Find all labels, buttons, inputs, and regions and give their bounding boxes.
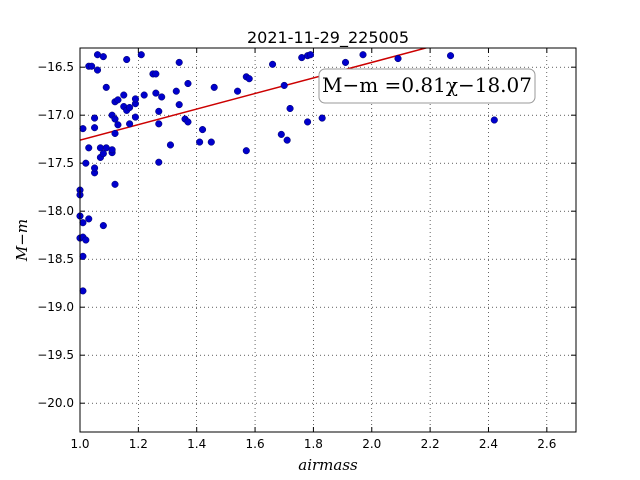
y-tick-label: −19.0 — [37, 300, 74, 314]
y-tick-label: −20.0 — [37, 396, 74, 410]
plot-frame — [79, 47, 577, 433]
data-point — [126, 120, 134, 128]
data-point — [91, 164, 99, 172]
data-point — [155, 158, 163, 166]
data-point — [184, 79, 192, 88]
data-point — [245, 75, 253, 83]
data-point — [114, 96, 122, 104]
data-point — [280, 81, 288, 89]
data-point — [318, 114, 326, 122]
data-point — [131, 113, 139, 121]
data-point — [158, 93, 166, 101]
data-point — [304, 118, 312, 126]
x-tick-label: 2.2 — [421, 437, 440, 451]
plot-background — [80, 48, 576, 432]
data-point — [446, 52, 455, 60]
x-tick-labels: 1.0 1.2 1.4 1.6 1.8 2.0 2.2 2.4 2.6 — [70, 437, 556, 451]
data-point — [394, 55, 402, 63]
chart-title: 2021-11-29_225005 — [247, 28, 409, 48]
data-point — [85, 215, 93, 223]
x-tick-label: 1.8 — [304, 437, 323, 451]
data-point — [120, 91, 128, 99]
data-point — [102, 83, 110, 91]
x-axis-label: airmass — [298, 456, 358, 474]
data-point — [269, 60, 277, 68]
data-point — [196, 138, 204, 146]
data-point — [184, 118, 192, 126]
annotation-text: M−m =0.81χ−18.07 — [322, 73, 532, 97]
data-point — [85, 144, 93, 152]
data-point — [283, 136, 291, 144]
data-point — [111, 115, 119, 123]
x-tick-label: 2.4 — [479, 437, 498, 451]
data-point — [198, 126, 207, 134]
x-tick-label: 1.2 — [129, 437, 148, 451]
y-tick-labels: −16.5 −17.0 −17.5 −18.0 −18.5 −19.0 −19.5 −20.0 — [37, 60, 74, 410]
data-point — [79, 219, 87, 227]
data-point — [79, 125, 87, 133]
y-tick-label: −18.5 — [37, 252, 74, 266]
x-tick-label: 2.0 — [362, 437, 381, 451]
data-point — [306, 51, 315, 59]
y-tick-label: −18.0 — [37, 204, 74, 218]
data-point — [82, 236, 90, 244]
x-tick-label: 1.0 — [70, 437, 89, 451]
y-tick-label: −17.0 — [37, 108, 74, 122]
data-point — [111, 180, 119, 188]
data-point — [490, 116, 498, 124]
data-point — [93, 66, 102, 74]
data-point — [210, 83, 218, 91]
data-point — [155, 107, 163, 115]
data-point — [286, 104, 294, 113]
data-point — [114, 121, 122, 129]
data-point — [79, 287, 87, 295]
data-point — [108, 146, 116, 154]
data-point — [82, 159, 90, 167]
data-point — [137, 51, 145, 59]
y-tick-label: −17.5 — [37, 156, 74, 170]
data-point — [99, 222, 107, 230]
y-tick-label: −19.5 — [37, 348, 74, 362]
data-point — [166, 141, 174, 149]
y-axis-label: M−m — [13, 219, 31, 262]
data-point — [175, 58, 183, 66]
data-point — [140, 91, 148, 99]
x-tick-label: 2.6 — [537, 437, 556, 451]
data-point — [277, 130, 285, 138]
data-point — [131, 95, 139, 103]
x-tick-label: 1.6 — [246, 437, 265, 451]
y-tick-label: −16.5 — [37, 60, 74, 74]
data-point — [242, 147, 250, 155]
data-point — [91, 124, 99, 132]
data-point — [126, 103, 134, 112]
data-point — [99, 150, 107, 158]
data-point — [155, 120, 163, 128]
data-point — [152, 89, 160, 97]
data-point — [175, 101, 183, 109]
data-point — [172, 87, 180, 95]
annotation-box — [318, 68, 536, 104]
data-point — [341, 58, 350, 66]
data-point — [99, 53, 107, 61]
data-point — [88, 62, 96, 70]
grid — [79, 48, 576, 432]
data-point — [234, 87, 242, 95]
data-point — [359, 51, 367, 59]
data-point — [111, 129, 119, 137]
data-point — [207, 138, 215, 146]
data-point — [123, 55, 131, 64]
data-point — [91, 114, 99, 122]
data-point — [152, 70, 160, 78]
fit-annotation: M−m =0.81χ−18.07 — [318, 68, 536, 104]
data-point — [79, 252, 87, 260]
x-tick-label: 1.4 — [187, 437, 206, 451]
data-points — [76, 51, 498, 295]
